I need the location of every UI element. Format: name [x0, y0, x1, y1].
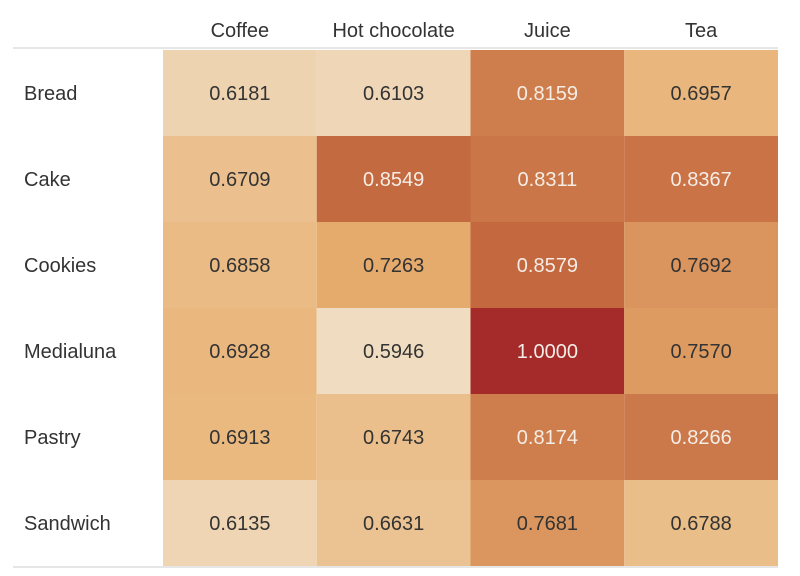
cell-value-label: 0.6103 [363, 83, 424, 105]
heatmap-cell[interactable] [624, 136, 778, 222]
heatmap-cell[interactable] [624, 480, 778, 566]
heatmap-cell[interactable] [163, 480, 317, 566]
heatmap-cell[interactable] [316, 308, 471, 394]
heatmap-cell[interactable] [470, 308, 625, 394]
heatmap-cell[interactable] [316, 136, 471, 222]
row-label-medialuna: Medialuna [24, 341, 117, 363]
column-header-tea: Tea [685, 20, 718, 42]
row-label-cake: Cake [24, 169, 71, 191]
cell-value-label: 0.8311 [518, 169, 578, 191]
cell-value-label: 0.7263 [363, 255, 424, 277]
cell-value-label: 0.8174 [517, 427, 578, 449]
heatmap-cell[interactable] [163, 222, 317, 308]
cell-value-label: 0.6181 [209, 83, 270, 105]
heatmap-cell[interactable] [163, 136, 317, 222]
heatmap-cell[interactable] [470, 222, 625, 308]
cell-value-label: 0.6788 [671, 513, 732, 535]
cell-value-label: 0.8159 [517, 83, 578, 105]
heatmap-cell[interactable] [163, 394, 317, 480]
row-label-bread: Bread [24, 83, 77, 105]
cell-value-label: 0.6928 [209, 341, 270, 363]
cell-value-label: 0.5946 [363, 341, 424, 363]
cell-value-label: 0.6631 [363, 513, 424, 535]
cell-value-label: 0.8579 [517, 255, 578, 277]
heatmap-cell[interactable] [470, 50, 625, 136]
heatmap-cell[interactable] [624, 50, 778, 136]
heatmap-cell[interactable] [163, 50, 317, 136]
cell-value-label: 0.7570 [671, 341, 732, 363]
heatmap-cell[interactable] [624, 222, 778, 308]
column-header-coffee: Coffee [211, 20, 270, 42]
cell-value-label: 0.7681 [517, 513, 578, 535]
column-header-juice: Juice [524, 20, 571, 42]
row-label-pastry: Pastry [24, 427, 81, 449]
cell-value-label: 0.6743 [363, 427, 424, 449]
heatmap-cell[interactable] [163, 308, 317, 394]
heatmap-cell[interactable] [316, 394, 471, 480]
cell-value-label: 0.6709 [209, 169, 270, 191]
cell-value-label: 0.8549 [363, 169, 424, 191]
heatmap-cell[interactable] [470, 480, 625, 566]
cell-value-label: 0.6957 [671, 83, 732, 105]
cell-value-label: 0.8266 [671, 427, 732, 449]
heatmap-cell[interactable] [470, 136, 625, 222]
heatmap-cell[interactable] [624, 394, 778, 480]
cell-value-label: 0.8367 [671, 169, 732, 191]
column-header-hot-chocolate: Hot chocolate [332, 20, 454, 42]
heatmap-cell[interactable] [316, 480, 471, 566]
heatmap-cell[interactable] [316, 50, 471, 136]
heatmap-cell[interactable] [316, 222, 471, 308]
heatmap-cell[interactable] [624, 308, 778, 394]
heatmap-cell[interactable] [470, 394, 625, 480]
cell-value-label: 0.7692 [671, 255, 732, 277]
row-label-sandwich: Sandwich [24, 513, 111, 535]
cell-value-label: 0.6858 [209, 255, 270, 277]
cell-value-label: 1.0000 [517, 341, 578, 363]
cell-value-label: 0.6913 [209, 427, 270, 449]
cell-value-label: 0.6135 [209, 513, 270, 535]
row-label-cookies: Cookies [24, 255, 96, 277]
